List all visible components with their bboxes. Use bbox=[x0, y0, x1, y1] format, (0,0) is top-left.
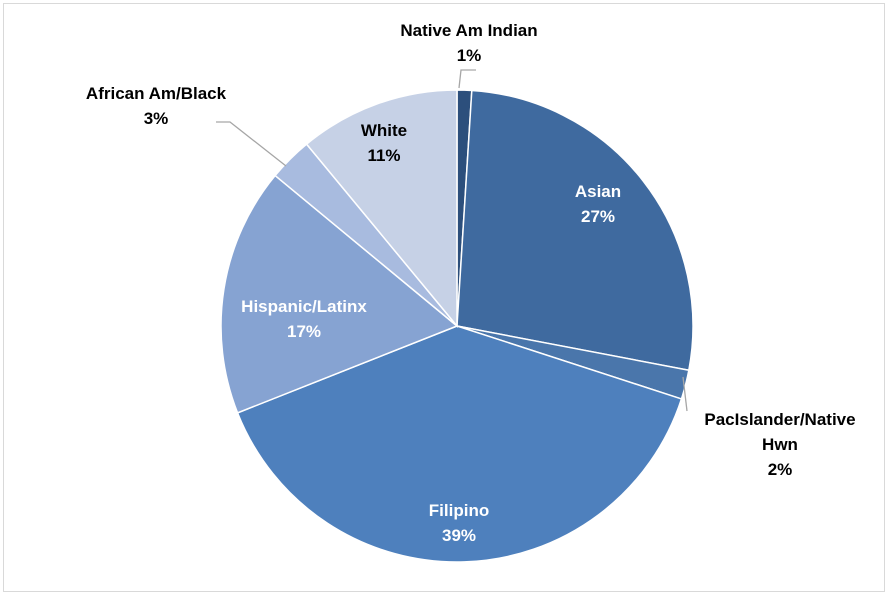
slice-label: Hispanic/Latinx 17% bbox=[241, 297, 367, 341]
slice-label: Asian 27% bbox=[575, 182, 621, 226]
slice-label-line: 1% bbox=[457, 46, 482, 65]
slice-label-line: 17% bbox=[287, 322, 321, 341]
pie-slice-filipino bbox=[236, 325, 683, 563]
slice-labels: Native Am Indian 1% Asian 27% PacIslander/Na… bbox=[86, 21, 856, 545]
slice-label-line: Asian bbox=[575, 182, 621, 201]
slice-label: White 11% bbox=[361, 121, 407, 165]
slice-label-line: 2% bbox=[768, 460, 793, 479]
pie-chart: Native Am Indian 1% Asian 27% PacIslander/Na… bbox=[86, 21, 856, 563]
slice-label-line: Hispanic/Latinx bbox=[241, 297, 367, 316]
slice-label-line: 11% bbox=[367, 146, 400, 165]
slice-label-line: African Am/Black bbox=[86, 84, 227, 103]
pie-slices bbox=[220, 89, 694, 563]
slice-label-line: White bbox=[361, 121, 407, 140]
slice-label-line: Hwn bbox=[762, 435, 798, 454]
leader-line bbox=[458, 69, 476, 89]
slice-label: African Am/Black 3% bbox=[86, 84, 227, 128]
slice-label: Filipino 39% bbox=[429, 501, 489, 545]
slice-label: PacIslander/Native Hwn 2% bbox=[704, 410, 855, 479]
pie-slice-hispanic-latinx bbox=[220, 174, 459, 414]
leader-line bbox=[682, 376, 688, 412]
pie-slice-white bbox=[305, 89, 458, 329]
slice-label-line: 3% bbox=[144, 109, 169, 128]
leader-line bbox=[216, 121, 287, 167]
slice-label-line: 39% bbox=[442, 526, 476, 545]
slice-label: Native Am Indian 1% bbox=[400, 21, 537, 65]
leader-lines bbox=[216, 69, 688, 412]
chart-frame: Native Am Indian 1% Asian 27% PacIslander/Na… bbox=[3, 3, 885, 592]
slice-label-line: Native Am Indian bbox=[400, 21, 537, 40]
pie-slice-asian bbox=[456, 89, 694, 372]
slice-label-line: Filipino bbox=[429, 501, 489, 520]
slice-label-line: 27% bbox=[581, 207, 615, 226]
slice-label-line: PacIslander/Native bbox=[704, 410, 855, 429]
